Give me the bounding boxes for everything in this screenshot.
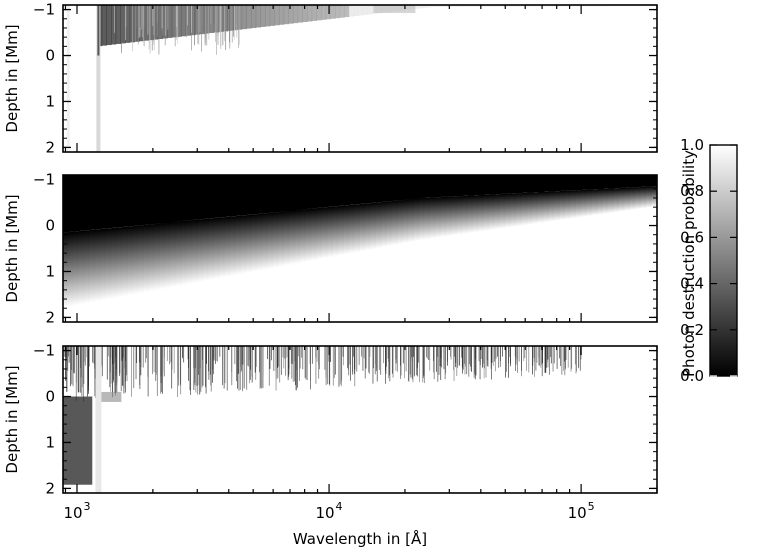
plot-frame: [62, 345, 658, 494]
y-tick-label: 1: [45, 433, 55, 451]
colorbar-tick-label: 0.2: [680, 321, 704, 339]
y-tick-label: 0: [45, 388, 55, 406]
plot-frame: [62, 4, 658, 153]
y-tick-label: −1: [33, 171, 55, 189]
x-tick-label: 10: [568, 504, 587, 522]
colorbar-label: Photon destruction probability: [680, 150, 698, 377]
colorbar-tick-label: 0.8: [680, 182, 704, 200]
y-tick-label: 2: [45, 308, 55, 326]
x-tick-exponent: 3: [83, 500, 90, 513]
panel-middle: −1 0 1 2 Depth in [Mm]: [3, 171, 658, 326]
panel-top: −1 0 1 2 Depth in [Mm]: [3, 1, 658, 156]
y-tick-label: 2: [45, 479, 55, 497]
x-tick-label: 10: [63, 504, 82, 522]
y-tick-label: 0: [45, 47, 55, 65]
x-tick-label: 10: [316, 504, 335, 522]
y-tick-label: −1: [33, 342, 55, 360]
y-tick-label: 1: [45, 92, 55, 110]
y-tick-label: 1: [45, 262, 55, 280]
x-axis-label: Wavelength in [Å]: [293, 529, 427, 548]
colorbar-tick-label: 0.6: [680, 228, 704, 246]
colorbar-tick-label: 1.0: [680, 136, 704, 154]
colorbar-tick-label: 0.0: [680, 367, 704, 385]
heatmap-middle: [63, 175, 657, 322]
colorbar-tick-label: 0.4: [680, 275, 704, 293]
y-axis-label: Depth in [Mm]: [3, 365, 21, 473]
y-tick-label: 2: [45, 138, 55, 156]
plot-frame: [62, 174, 658, 323]
colorbar-gradient: [709, 144, 738, 377]
y-axis-label: Depth in [Mm]: [3, 24, 21, 132]
y-axis-label: Depth in [Mm]: [3, 194, 21, 302]
y-tick-label: −1: [33, 1, 55, 19]
heatmap-bottom: [63, 346, 657, 493]
y-tick-label: 0: [45, 217, 55, 235]
heatmap-top: [63, 5, 657, 152]
x-tick-exponent: 5: [588, 500, 595, 513]
x-tick-exponent: 4: [336, 500, 343, 513]
